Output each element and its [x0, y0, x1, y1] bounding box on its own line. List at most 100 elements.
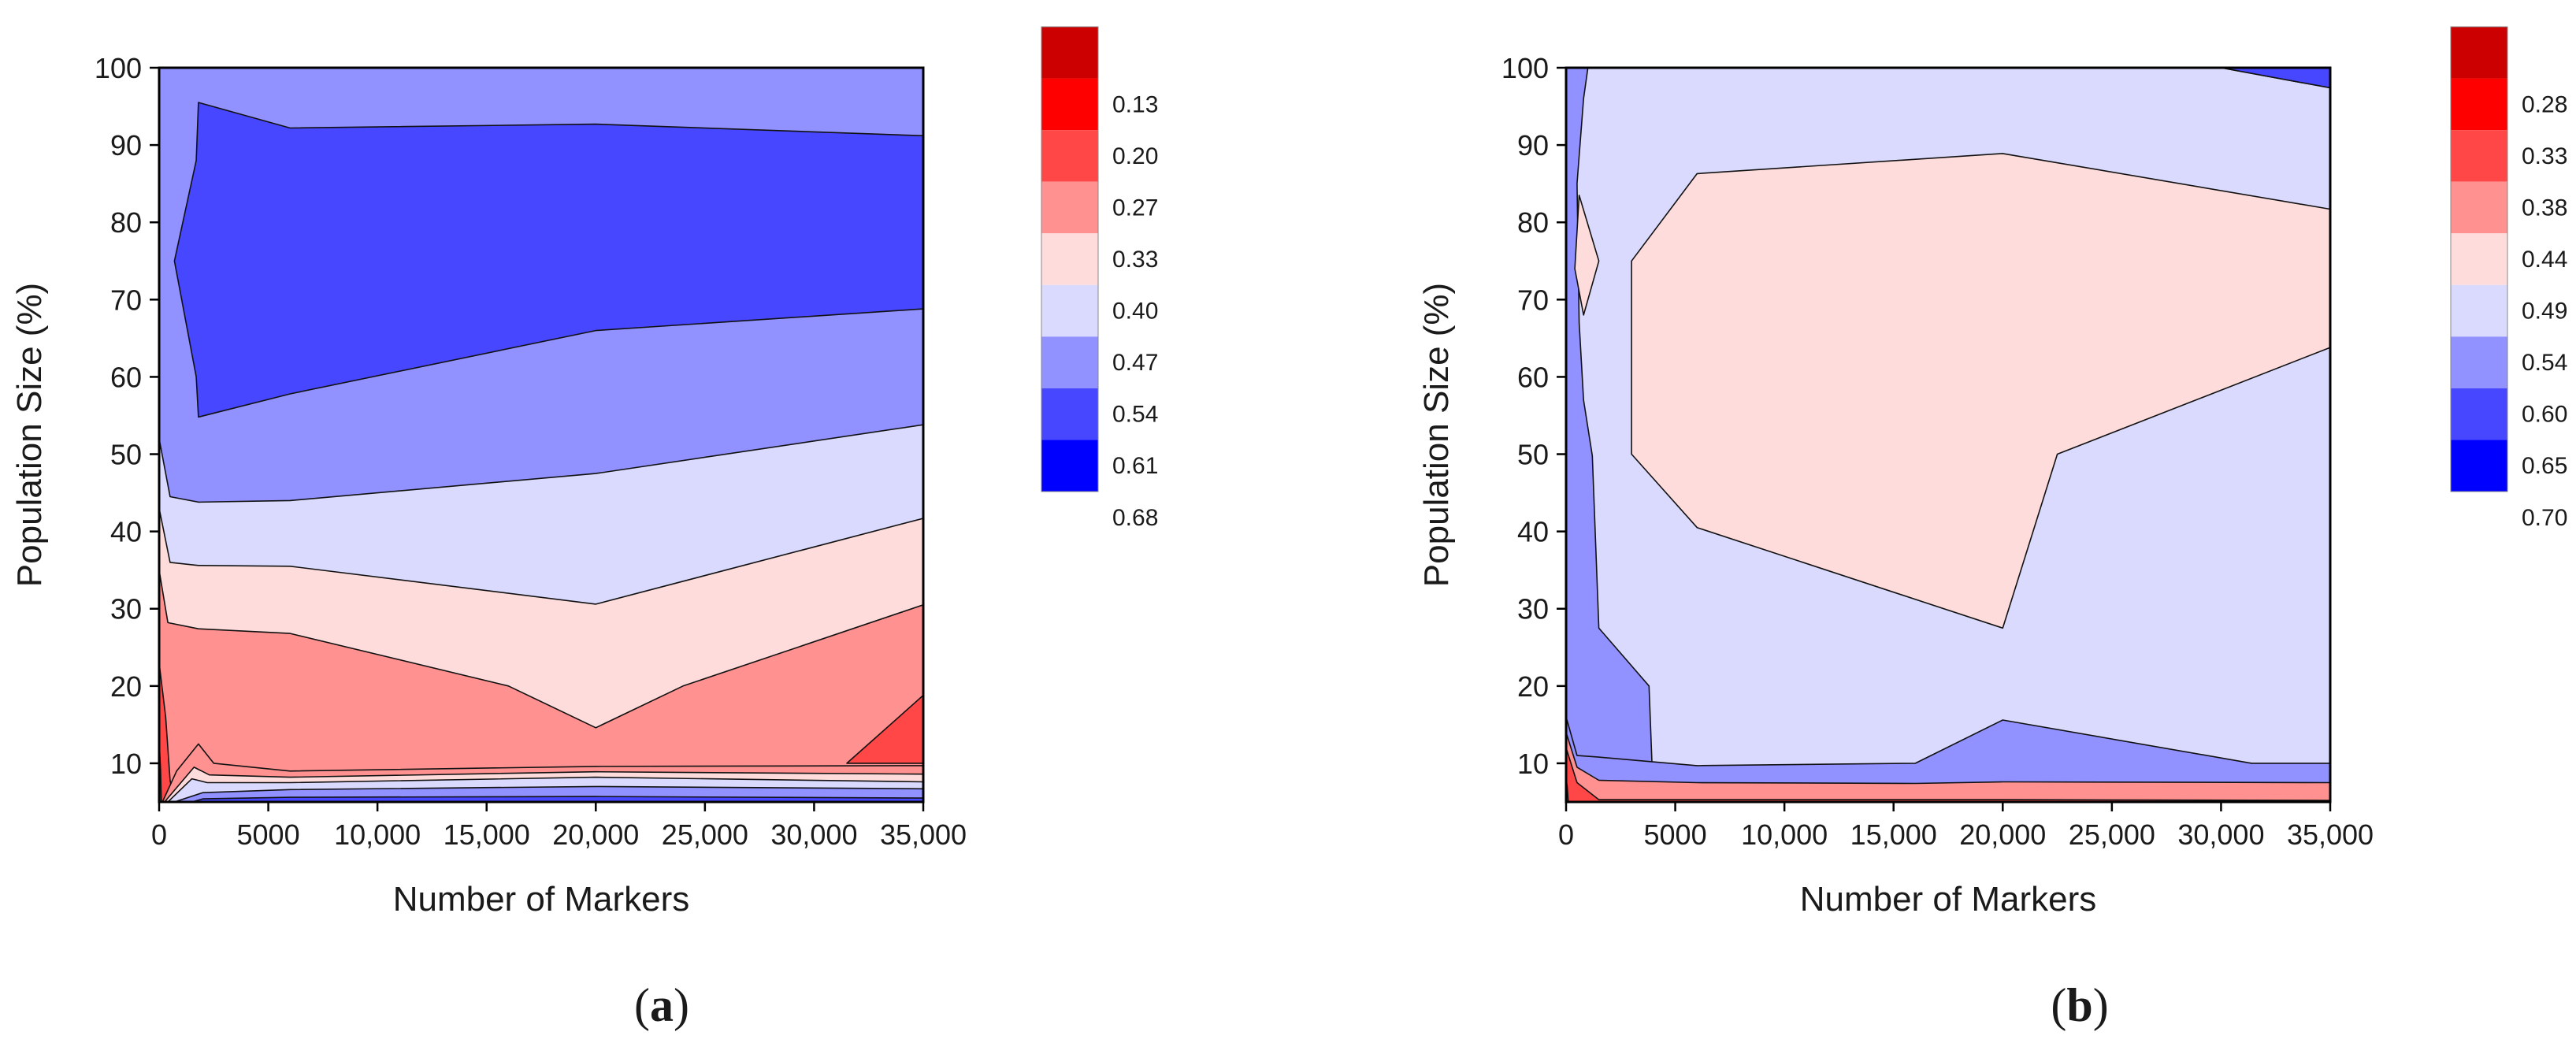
legend-swatch [2451, 233, 2507, 285]
y-tick-label: 70 [110, 284, 142, 316]
panel-label: (a) [634, 979, 689, 1031]
panel-label-open: ( [2051, 979, 2066, 1031]
contour-region-4 [1631, 153, 2330, 629]
x-tick-label: 10,000 [334, 818, 421, 851]
x-tick-label: 25,000 [662, 818, 748, 851]
legend-swatch [1041, 284, 1098, 337]
x-tick-label: 10,000 [1741, 818, 1828, 851]
panel-label-open: ( [634, 979, 650, 1031]
x-tick-label: 5000 [237, 818, 300, 851]
y-tick-label: 20 [110, 670, 142, 703]
contour-region-13 [191, 796, 923, 802]
x-tick-label: 15,000 [444, 818, 530, 851]
legend-frame [1041, 26, 1099, 492]
legend-swatch [1041, 388, 1098, 440]
legend-label: 0.47 [1112, 350, 1158, 376]
y-tick-label: 60 [1517, 361, 1549, 393]
contour-region-5 [159, 569, 923, 802]
x-tick-label: 35,000 [2287, 818, 2374, 851]
x-tick-label: 30,000 [770, 818, 857, 851]
legend-swatch [2451, 284, 2507, 337]
x-tick-label: 35,000 [880, 818, 967, 851]
y-tick-label: 80 [1517, 206, 1549, 239]
y-tick-label: 20 [1517, 670, 1549, 703]
panel-label: (b) [2051, 979, 2108, 1031]
contour-region-7 [846, 694, 923, 764]
legend-label: 0.33 [2522, 143, 2567, 169]
legend-swatch [2451, 181, 2507, 234]
legend-label: 0.60 [2522, 402, 2567, 428]
legend-label: 0.54 [1112, 402, 1158, 428]
legend-label: 0.68 [1112, 505, 1158, 531]
y-axis-title: Population Size (%) [1417, 283, 1456, 587]
legend-label: 0.61 [1112, 453, 1158, 479]
x-tick-label: 5000 [1644, 818, 1707, 851]
contour-region-6 [1566, 716, 2330, 802]
contour-region-6 [159, 662, 176, 802]
legend-label: 0.44 [2522, 247, 2567, 273]
y-tick-label: 30 [1517, 593, 1549, 625]
legend-swatch [2451, 440, 2507, 492]
x-tick-label: 25,000 [2069, 818, 2155, 851]
contour-region-3 [2220, 68, 2330, 89]
legend-swatch [1041, 130, 1098, 182]
x-tick-label: 15,000 [1850, 818, 1937, 851]
legend-label: 0.20 [1112, 143, 1158, 169]
legend-swatch [1041, 233, 1098, 285]
y-tick-label: 70 [1517, 284, 1549, 316]
contour-region-8 [1566, 747, 2330, 802]
panel-label-close: ) [2093, 979, 2109, 1031]
legend-label: 0.38 [2522, 195, 2567, 221]
x-tick-label: 20,000 [552, 818, 639, 851]
contour-regions [1566, 68, 2330, 802]
contour-region-2 [173, 102, 923, 418]
legend-swatch [2451, 130, 2507, 182]
x-tick-label: 20,000 [1959, 818, 2046, 851]
x-tick-label: 30,000 [2177, 818, 2264, 851]
legend-label: 0.54 [2522, 350, 2567, 376]
y-tick-label: 100 [1501, 52, 1549, 84]
y-tick-label: 80 [110, 206, 142, 239]
legend-swatch [1041, 336, 1098, 388]
legend-swatch [2451, 78, 2507, 131]
x-tick-label: 0 [1558, 818, 1574, 851]
panel-label-letter: a [650, 979, 674, 1031]
plot-frame [158, 66, 925, 804]
y-tick-label: 10 [110, 748, 142, 780]
y-tick-label: 50 [110, 439, 142, 471]
y-tick-label: 10 [1517, 748, 1549, 780]
panel-b: 0 5000 10,000 15,000 20,000 25,000 30,000 35,00… [1417, 26, 2567, 1031]
legend-label: 0.28 [2522, 91, 2567, 117]
y-tick-label: 50 [1517, 439, 1549, 471]
legend-label: 0.33 [1112, 247, 1158, 273]
panel-a: 0 5000 10,000 15,000 20,000 25,000 30,000 35,00… [10, 26, 1158, 1031]
y-tick-label: 40 [110, 516, 142, 548]
contour-region-5 [1574, 195, 1600, 316]
y-axis-title: Population Size (%) [10, 283, 49, 587]
legend-frame [2450, 26, 2508, 492]
y-tick-label: 40 [1517, 516, 1549, 548]
x-axis-title: Number of Markers [1800, 880, 2097, 919]
legend-label: 0.70 [2522, 505, 2567, 531]
legend-label: 0.65 [2522, 453, 2567, 479]
panel-label-letter: b [2066, 979, 2092, 1031]
legend-swatch [2451, 388, 2507, 440]
y-tick-label: 90 [1517, 129, 1549, 161]
legend-label: 0.40 [1112, 299, 1158, 325]
contour-regions [159, 68, 923, 802]
contour-region-7 [1566, 731, 2330, 802]
legend-swatch [1041, 27, 1098, 79]
legend-swatch [2451, 27, 2507, 79]
panel-label-close: ) [674, 979, 689, 1031]
legend-label: 0.27 [1112, 195, 1158, 221]
x-tick-label: 0 [151, 818, 167, 851]
legend-swatch [1041, 181, 1098, 234]
y-tick-label: 100 [95, 52, 142, 84]
x-axis-title: Number of Markers [393, 880, 690, 919]
legend-swatch [1041, 78, 1098, 131]
legend-swatch [2451, 336, 2507, 388]
y-tick-label: 30 [110, 593, 142, 625]
plot-frame [1565, 66, 2332, 804]
y-tick-label: 60 [110, 361, 142, 393]
